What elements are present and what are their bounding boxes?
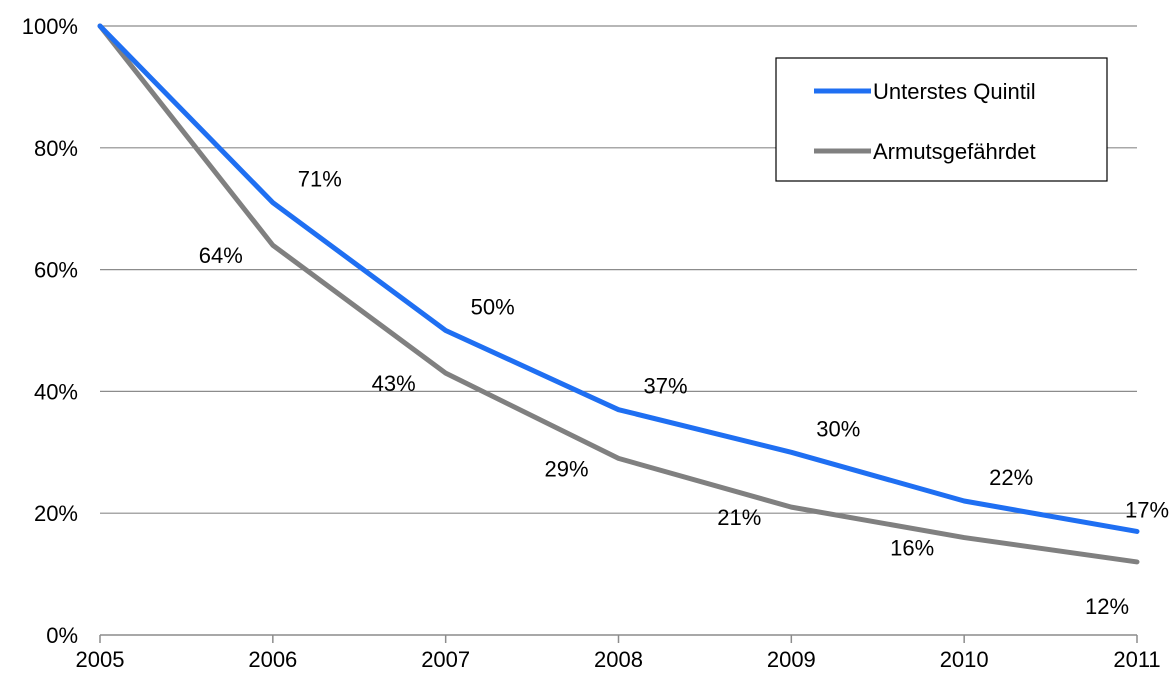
data-label-layer: 71% 50% 37% 30% 22% 17% 64% 43% 29% 21% 16% 12% <box>199 167 1169 619</box>
x-tick-label: 2008 <box>594 647 643 672</box>
data-label: 30% <box>816 416 860 441</box>
y-tick-label: 80% <box>34 136 78 161</box>
x-tick-label: 2011 <box>1113 647 1160 672</box>
y-tick-label: 0% <box>46 623 78 648</box>
data-label: 12% <box>1085 594 1129 619</box>
y-tick-label: 60% <box>34 258 78 283</box>
data-label: 16% <box>890 536 934 561</box>
legend-label: Unterstes Quintil <box>873 79 1036 104</box>
y-tick-label: 100% <box>22 14 78 39</box>
data-label: 21% <box>717 505 761 530</box>
data-label: 22% <box>989 465 1033 490</box>
series-line-1 <box>97 23 1140 565</box>
axis-layer: 0% 20% 40% 60% 80% 100% 2005 2006 2007 2008 2009 20… <box>22 14 1161 672</box>
y-tick-label: 20% <box>34 501 78 526</box>
legend-box <box>775 57 1108 182</box>
y-tick-label: 40% <box>34 379 78 404</box>
series-layer <box>97 23 1140 565</box>
x-tick-label: 2010 <box>940 647 989 672</box>
x-tick-label: 2009 <box>767 647 816 672</box>
data-label: 17% <box>1125 497 1169 522</box>
x-tick-label: 2007 <box>421 647 470 672</box>
data-label: 37% <box>643 374 687 399</box>
series-line-0 <box>97 23 1140 534</box>
x-tick-label: 2006 <box>248 647 297 672</box>
data-label: 71% <box>298 167 342 192</box>
legend-label: Armutsgefährdet <box>873 139 1036 164</box>
data-label: 43% <box>372 371 416 396</box>
x-tick-label: 2005 <box>76 647 125 672</box>
legend: Unterstes Quintil Armutsgefährdet <box>775 57 1108 182</box>
data-label: 64% <box>199 243 243 268</box>
data-label: 50% <box>471 295 515 320</box>
data-label: 29% <box>544 456 588 481</box>
